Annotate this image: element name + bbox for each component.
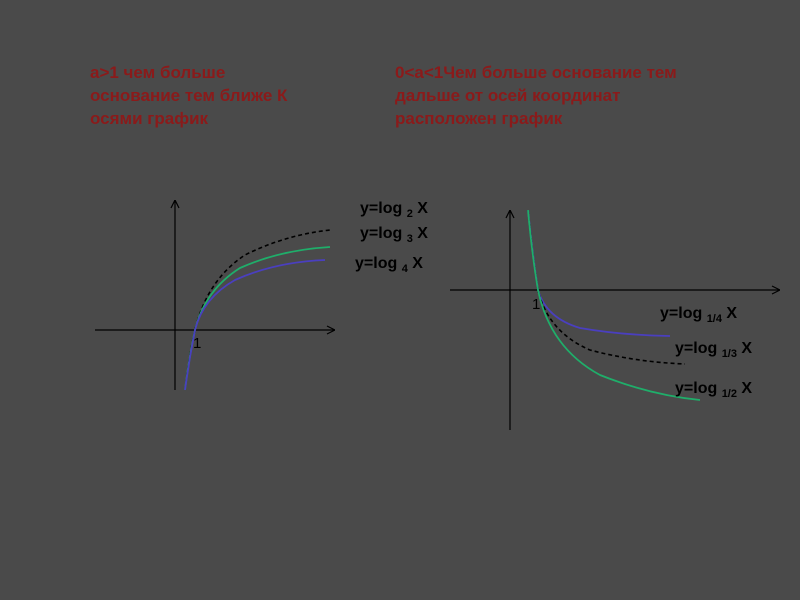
right-label-log_1_3: y=log 1/3 X — [675, 340, 752, 360]
left-chart: y=log 2 Xy=log 3 Xy=log 4 X 1 — [95, 200, 335, 405]
left-curve-log4 — [185, 260, 325, 390]
left-label-log2: y=log 2 X — [360, 200, 428, 220]
right-label-log_1_2: y=log 1/2 X — [675, 380, 752, 400]
right-label-log_1_4: y=log 1/4 X — [660, 305, 737, 325]
left-label-log4: y=log 4 X — [355, 255, 423, 275]
right-curve-log_1_4 — [528, 210, 670, 336]
left-label-log3: y=log 3 X — [360, 225, 428, 245]
right-chart: y=log 1/4 X y=log 1/3 X y=log 1/2 X 1 — [450, 210, 780, 435]
right-mark-1: 1 — [532, 296, 540, 313]
left-caption: a>1 чем больше основание тем ближе К ося… — [90, 62, 310, 131]
left-curve-log3 — [185, 247, 330, 390]
left-mark-1: 1 — [193, 335, 201, 352]
left-curve-log2 — [185, 230, 330, 390]
right-caption: 0<a<1Чем больше основание тем дальше от … — [395, 62, 695, 131]
right-curve-log_1_3 — [528, 210, 685, 364]
left-chart-svg — [95, 200, 335, 400]
